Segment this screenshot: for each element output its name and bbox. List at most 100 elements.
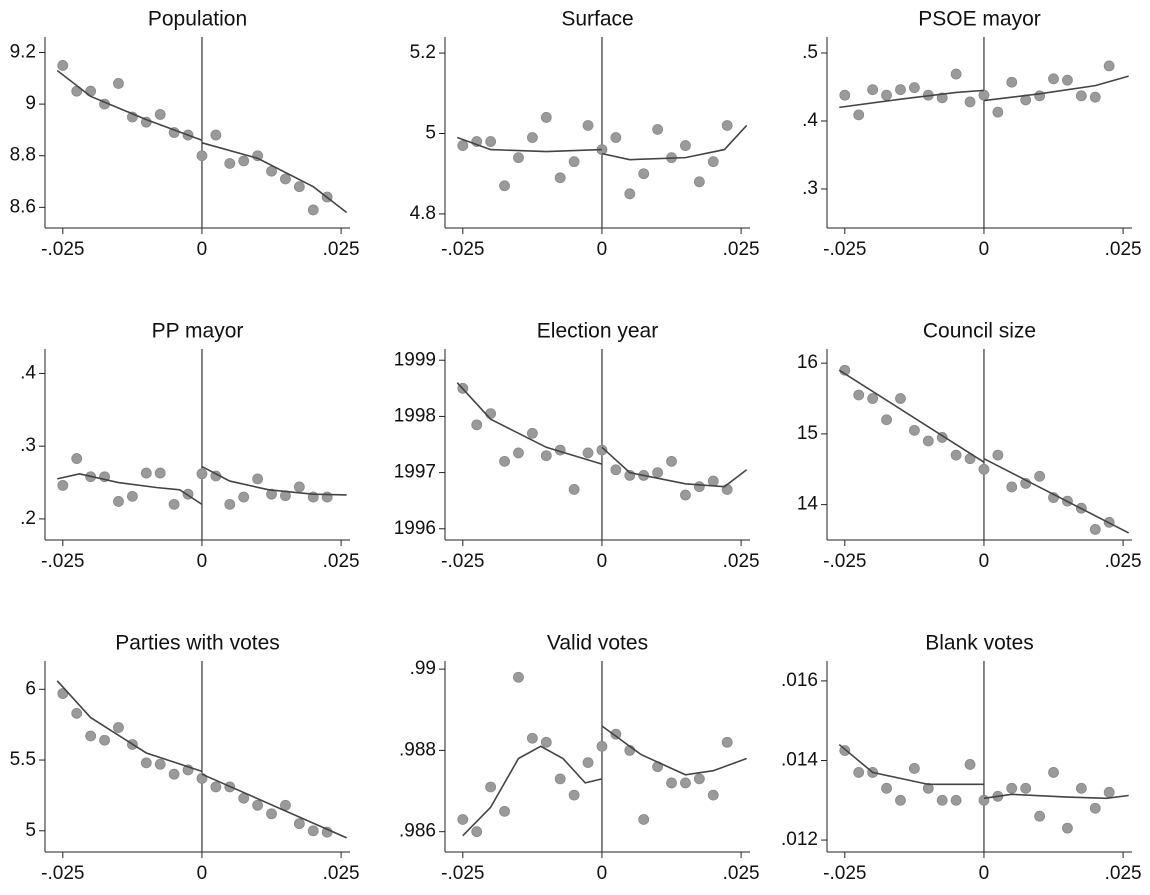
point: [57, 59, 69, 71]
x-tick-label: -.025: [441, 239, 484, 260]
point: [113, 78, 124, 89]
point: [154, 109, 166, 120]
fit-line: [601, 124, 748, 161]
x-tick-label: .025: [1105, 863, 1142, 884]
point: [680, 140, 691, 151]
x-tick-label: -.025: [823, 863, 866, 884]
point: [568, 156, 580, 168]
point: [471, 826, 483, 838]
point: [680, 777, 691, 789]
point: [499, 805, 510, 817]
point: [693, 773, 705, 785]
point: [881, 414, 892, 426]
point: [978, 463, 990, 475]
x-tick-label: 0: [979, 239, 990, 260]
point: [1089, 523, 1101, 535]
point: [293, 181, 305, 193]
point: [154, 758, 166, 770]
panel: PP mayor .2 .3 .4 -.025 0 .025: [20, 320, 359, 572]
point: [499, 180, 510, 192]
point: [457, 814, 469, 825]
panel-title: Parties with votes: [115, 632, 280, 655]
point: [922, 435, 934, 447]
point: [964, 759, 976, 770]
x-tick-label: -.025: [441, 863, 484, 884]
point: [266, 808, 277, 820]
fit-line: [838, 369, 985, 463]
panel-title: Population: [148, 8, 247, 31]
point: [85, 730, 97, 742]
fit-line: [983, 457, 1130, 534]
y-tick-label: .2: [20, 508, 36, 529]
x-tick-label: -.025: [41, 239, 84, 260]
point: [224, 158, 236, 169]
y-tick-label: .5: [802, 42, 818, 63]
point: [1103, 60, 1115, 72]
point: [568, 789, 580, 801]
panel: Surface 4.8 5 5.2 -.025 0 .025: [410, 8, 760, 260]
point: [950, 68, 962, 80]
y-tick-label: .3: [802, 178, 818, 199]
point: [1048, 767, 1059, 778]
point: [881, 89, 892, 101]
point: [499, 455, 510, 467]
point: [140, 757, 152, 769]
point: [978, 794, 990, 806]
y-tick-label: 5: [25, 820, 36, 841]
point: [154, 467, 166, 479]
y-tick-label: .4: [20, 362, 36, 383]
fit-line: [601, 446, 748, 488]
fit-line: [839, 89, 985, 109]
point: [992, 106, 1004, 118]
point: [71, 453, 83, 464]
point: [540, 112, 552, 123]
point: [513, 152, 524, 164]
y-tick-label: 5.2: [410, 42, 436, 63]
x-tick-label: .025: [323, 551, 360, 572]
point: [140, 467, 152, 479]
point: [252, 799, 264, 811]
point: [1089, 91, 1101, 103]
point: [1075, 90, 1087, 102]
point: [196, 468, 208, 480]
y-tick-label: 16: [797, 352, 818, 373]
point: [238, 155, 250, 167]
point: [485, 408, 497, 420]
x-tick-label: 0: [197, 863, 208, 884]
point: [266, 488, 277, 500]
x-tick-label: 0: [979, 863, 990, 884]
point: [895, 393, 906, 404]
point: [540, 736, 552, 748]
y-tick-label: .986: [399, 821, 436, 842]
panel-title: Valid votes: [547, 632, 648, 655]
panel: Population 8.6 8.8 9 9.2 -.025 0 .025: [10, 8, 360, 260]
panel: Council size 14 15 16 -.025 0 .025: [797, 320, 1142, 572]
point: [526, 427, 538, 439]
x-tick-label: -.025: [823, 551, 866, 572]
point: [513, 671, 524, 683]
point: [908, 763, 920, 774]
point: [168, 498, 180, 510]
point: [1034, 90, 1046, 102]
panel: Election year 1996 1997 1998 1999 -.025 0 .025: [394, 320, 760, 572]
point: [582, 757, 594, 768]
y-tick-label: .988: [399, 739, 436, 760]
point: [71, 707, 83, 719]
point: [307, 825, 319, 837]
point: [908, 424, 920, 436]
y-tick-label: 6: [25, 678, 36, 699]
x-tick-label: .025: [723, 551, 760, 572]
fit-line: [838, 743, 984, 786]
point: [526, 732, 538, 744]
point: [610, 728, 622, 740]
point: [293, 481, 305, 493]
panel-title: Surface: [561, 8, 633, 31]
point: [582, 120, 594, 131]
point: [1048, 73, 1059, 85]
point: [624, 188, 636, 200]
point: [582, 447, 594, 459]
point: [99, 734, 110, 746]
fit-line: [57, 472, 203, 506]
x-tick-label: -.025: [41, 551, 84, 572]
